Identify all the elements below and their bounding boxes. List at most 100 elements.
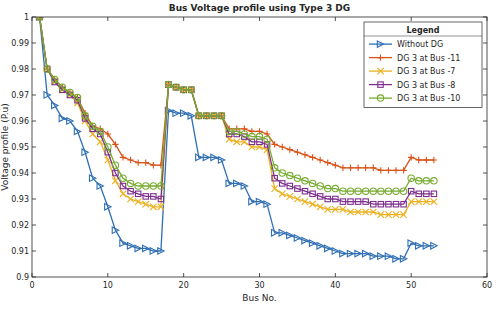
marker (59, 84, 65, 90)
legend-marker (377, 95, 383, 101)
marker (362, 188, 368, 194)
marker (59, 115, 65, 121)
legend-box (364, 22, 482, 108)
x-tick (335, 17, 336, 21)
y-tick (32, 251, 36, 252)
y-tick-label: 0.94 (11, 169, 29, 178)
y-tick (32, 225, 36, 226)
marker (241, 131, 247, 137)
marker (234, 180, 240, 186)
marker (393, 211, 399, 217)
marker (52, 102, 58, 108)
y-tick (32, 69, 36, 70)
marker (355, 250, 361, 256)
marker (294, 175, 300, 181)
y-tick (32, 121, 36, 122)
legend-label: DG 3 at Bus -10 (397, 94, 460, 103)
marker (431, 243, 437, 249)
marker (120, 240, 126, 246)
x-tick-label: 30 (254, 281, 264, 290)
marker (340, 199, 345, 204)
marker (347, 209, 353, 215)
x-tick (107, 273, 108, 277)
marker (309, 240, 315, 246)
marker (340, 188, 346, 194)
y-tick (483, 251, 487, 252)
marker (401, 201, 406, 206)
x-tick (259, 17, 260, 21)
chart: Bus Voltage profile using Type 3 DGBus N… (0, 0, 500, 309)
marker (203, 113, 209, 119)
marker (180, 87, 186, 93)
marker (271, 185, 277, 191)
marker (82, 149, 88, 155)
marker (302, 198, 308, 204)
marker (400, 211, 406, 217)
x-label: Bus No. (242, 293, 276, 303)
marker (355, 165, 361, 171)
marker (241, 183, 247, 189)
marker (431, 178, 437, 184)
y-tick (483, 199, 487, 200)
marker (423, 243, 429, 249)
marker (355, 199, 360, 204)
marker (370, 209, 376, 215)
marker (74, 128, 80, 134)
marker (272, 175, 277, 180)
marker (151, 194, 156, 199)
marker (256, 198, 262, 204)
legend-label: DG 3 at Bus -8 (397, 81, 455, 90)
marker (173, 110, 179, 116)
marker (264, 136, 270, 142)
x-tick (183, 17, 184, 21)
marker (370, 165, 376, 171)
marker (36, 17, 42, 20)
marker (332, 185, 338, 191)
y-label: Voltage profile (P.u) (0, 103, 10, 191)
marker (128, 188, 133, 193)
marker (423, 157, 429, 163)
marker (325, 196, 330, 201)
marker (188, 113, 194, 119)
marker (150, 183, 156, 189)
y-tick (32, 147, 36, 148)
marker (424, 191, 429, 196)
legend-title: Legend (406, 26, 439, 35)
marker (302, 178, 308, 184)
marker (120, 183, 125, 188)
marker (332, 248, 338, 254)
marker (295, 186, 300, 191)
marker (363, 199, 368, 204)
marker (249, 198, 255, 204)
marker (378, 201, 383, 206)
marker (287, 232, 293, 238)
marker (143, 245, 149, 251)
marker (347, 250, 353, 256)
marker (44, 92, 50, 98)
marker (105, 144, 111, 150)
marker (279, 230, 285, 236)
marker (158, 183, 164, 189)
x-tick (411, 17, 412, 21)
legend-label: DG 3 at Bus -11 (397, 54, 460, 63)
marker (150, 204, 156, 210)
marker (317, 204, 323, 210)
marker (386, 201, 391, 206)
marker (371, 201, 376, 206)
marker (135, 191, 140, 196)
y-tick (483, 225, 487, 226)
x-tick (335, 273, 336, 277)
marker (112, 178, 118, 184)
marker (113, 170, 118, 175)
marker (143, 183, 149, 189)
marker (89, 123, 95, 129)
marker (400, 188, 406, 194)
marker (180, 110, 186, 116)
marker (105, 204, 111, 210)
marker (287, 193, 293, 199)
y-tick (483, 69, 487, 70)
marker (234, 139, 240, 145)
marker (143, 194, 148, 199)
marker (310, 191, 315, 196)
marker (400, 256, 406, 262)
